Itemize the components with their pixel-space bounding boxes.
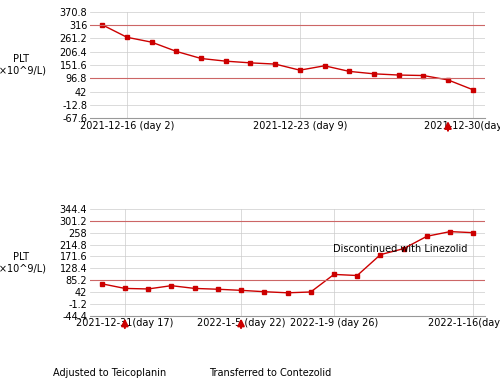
Text: Transferred to Contezolid: Transferred to Contezolid [209, 368, 331, 378]
Text: Adjusted to Teicoplanin: Adjusted to Teicoplanin [54, 368, 166, 378]
Text: Discontinued with Linezolid: Discontinued with Linezolid [333, 244, 467, 254]
Y-axis label: PLT
(×10^9/L): PLT (×10^9/L) [0, 54, 46, 76]
Y-axis label: PLT
(×10^9/L): PLT (×10^9/L) [0, 251, 46, 273]
